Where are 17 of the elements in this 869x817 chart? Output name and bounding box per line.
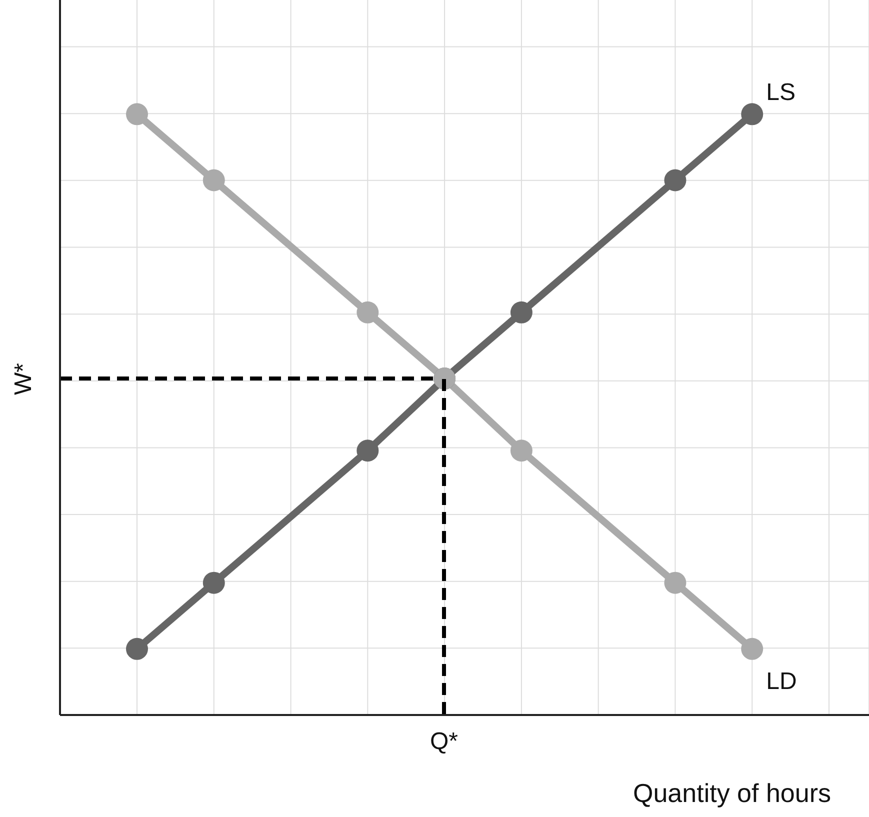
text: Q* — [428, 728, 459, 756]
ref-line-label: W* — [9, 362, 38, 397]
point — [356, 301, 379, 324]
point — [510, 440, 532, 462]
point — [664, 572, 686, 594]
point — [741, 638, 764, 660]
point — [202, 572, 225, 594]
point — [356, 440, 379, 462]
point — [126, 638, 148, 660]
point — [741, 103, 764, 126]
series-label: LS — [766, 79, 796, 106]
point — [202, 169, 225, 192]
point — [126, 103, 148, 126]
x-axis-title: Quantity of hours — [633, 778, 831, 809]
point — [510, 301, 532, 324]
series-label: LD — [766, 668, 797, 695]
point — [664, 169, 686, 192]
